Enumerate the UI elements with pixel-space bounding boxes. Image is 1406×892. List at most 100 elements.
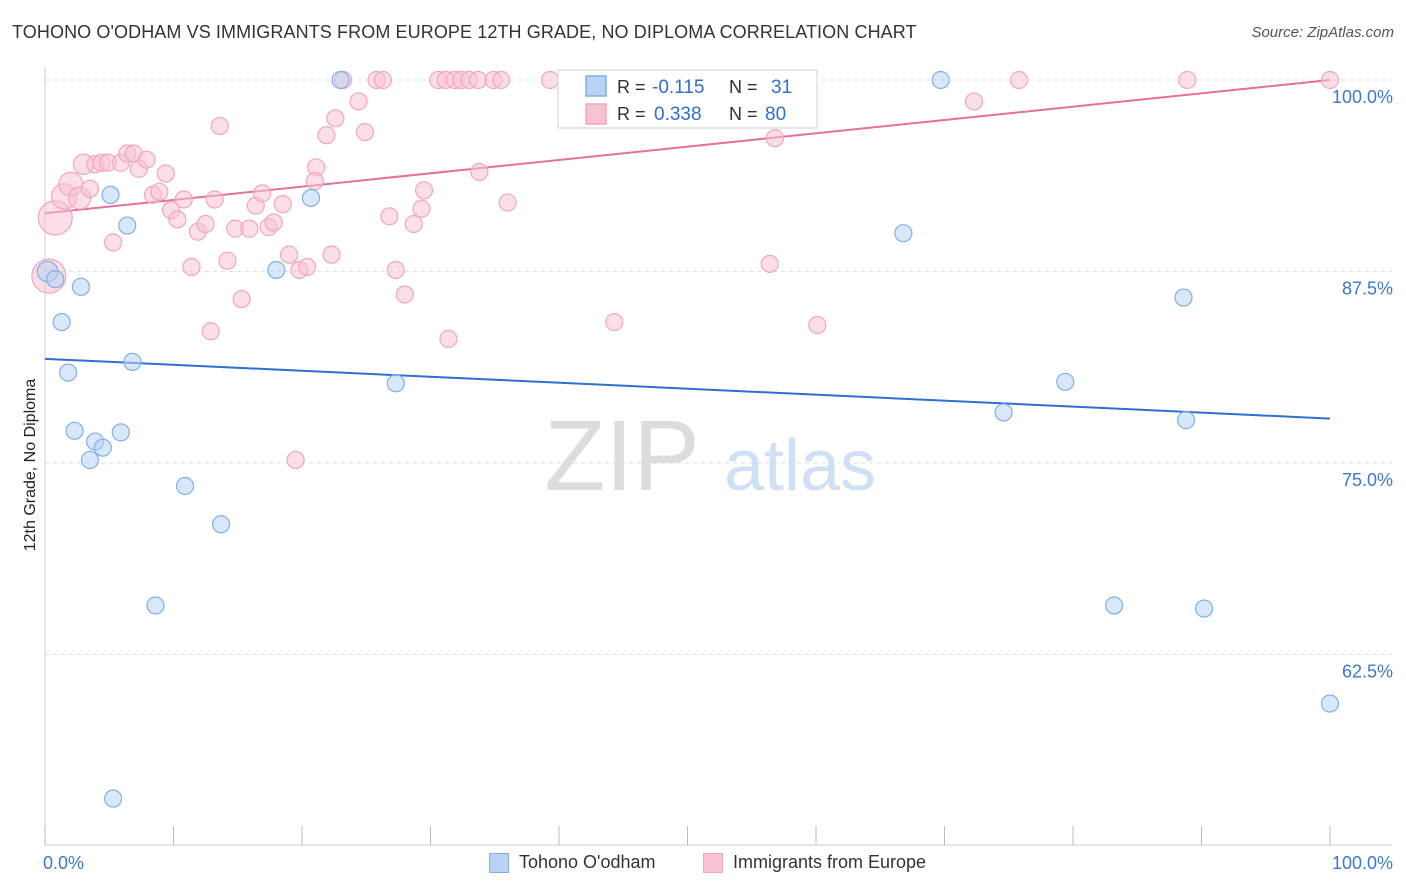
point-tohono — [1174, 288, 1193, 307]
point-europe — [218, 251, 237, 270]
point-europe — [468, 70, 488, 90]
point-europe — [349, 92, 368, 111]
legend-r-value-1: -0.115 — [652, 77, 704, 98]
point-europe — [210, 116, 229, 136]
point-europe — [1178, 70, 1197, 90]
point-tohono — [211, 515, 231, 534]
x-tick-label-max: 100.0% — [1332, 853, 1393, 873]
point-europe — [150, 182, 169, 201]
point-tohono — [386, 374, 405, 393]
point-europe — [156, 164, 175, 183]
point-europe — [373, 70, 393, 90]
point-tohono — [52, 312, 71, 332]
point-europe — [201, 322, 220, 341]
point-tohono — [1320, 694, 1340, 713]
bottom-legend: Tohono O'odham Immigrants from Europe — [0, 852, 1406, 878]
point-tohono — [123, 352, 142, 371]
legend-item-europe: Immigrants from Europe — [703, 852, 926, 873]
point-tohono — [894, 224, 913, 243]
point-europe — [182, 257, 201, 277]
legend-r-label-1: R = — [617, 77, 646, 97]
point-tohono — [931, 70, 950, 90]
legend-label-europe: Immigrants from Europe — [733, 852, 927, 872]
point-europe — [205, 190, 224, 209]
point-europe — [386, 260, 405, 280]
watermark-zip: ZIP — [544, 400, 700, 512]
point-tohono — [46, 270, 65, 289]
point-tohono — [59, 363, 78, 382]
point-europe — [395, 285, 414, 304]
point-tohono — [1194, 599, 1214, 618]
point-europe — [273, 194, 292, 214]
legend-n-value-2: 80 — [765, 104, 786, 125]
point-europe — [964, 92, 984, 111]
point-tohono — [80, 450, 100, 470]
point-tohono — [118, 216, 137, 235]
point-europe — [305, 172, 324, 191]
point-europe — [298, 257, 317, 277]
y-tick-label: 87.5% — [1342, 279, 1393, 299]
point-tohono — [104, 789, 123, 808]
point-europe — [322, 245, 341, 264]
point-europe — [286, 450, 305, 470]
point-europe — [280, 245, 299, 264]
legend-swatch-tohono — [585, 75, 607, 97]
stats-legend: R = -0.115 N = 31 R = 0.338 N = 80 — [557, 69, 818, 129]
point-europe — [439, 329, 458, 349]
legend-n-label-2: N = — [729, 104, 758, 124]
legend-swatch-europe-bottom — [703, 852, 723, 873]
source-credit: Source: ZipAtlas.com — [1251, 24, 1394, 41]
point-tohono — [101, 185, 120, 204]
point-europe — [253, 184, 272, 203]
point-europe — [355, 122, 375, 142]
point-europe — [498, 193, 517, 212]
legend-swatch-tohono-bottom — [489, 852, 509, 873]
point-europe — [104, 233, 123, 252]
point-tohono — [1176, 411, 1196, 430]
point-tohono — [71, 277, 91, 296]
point-europe — [80, 179, 100, 198]
point-europe — [232, 289, 251, 309]
point-europe — [317, 126, 336, 145]
point-europe — [760, 254, 779, 273]
point-europe — [174, 190, 193, 209]
point-europe — [168, 210, 187, 229]
point-tohono — [1056, 372, 1075, 391]
legend-n-value-1: 31 — [771, 77, 792, 98]
point-tohono — [1105, 596, 1124, 615]
point-europe — [264, 213, 283, 232]
y-tick-label: 75.0% — [1342, 470, 1393, 490]
point-europe — [414, 181, 434, 200]
legend-label-tohono: Tohono O'odham — [519, 852, 656, 872]
point-europe — [470, 162, 489, 182]
point-europe — [1009, 70, 1029, 90]
points-layer — [31, 70, 1340, 808]
point-tohono — [146, 596, 165, 615]
point-europe — [412, 199, 431, 218]
point-tohono — [93, 438, 112, 457]
y-tick-label: 62.5% — [1342, 662, 1393, 682]
legend-r-label-2: R = — [617, 104, 646, 124]
point-europe — [540, 70, 560, 90]
chart-title: TOHONO O'ODHAM VS IMMIGRANTS FROM EUROPE… — [12, 22, 917, 42]
point-europe — [240, 219, 259, 238]
legend-swatch-europe — [585, 103, 607, 125]
point-europe — [1320, 70, 1340, 90]
trend-layer — [44, 79, 1331, 420]
point-europe — [492, 70, 511, 90]
y-tick-label: 100.0% — [1332, 87, 1393, 107]
watermark-atlas: atlas — [724, 426, 876, 506]
point-europe — [196, 214, 215, 234]
point-europe — [326, 109, 345, 128]
legend-n-label-1: N = — [729, 77, 758, 97]
point-tohono — [331, 70, 350, 90]
point-europe — [380, 207, 399, 226]
point-europe — [605, 312, 624, 332]
point-tohono — [65, 421, 84, 440]
point-europe — [404, 214, 423, 234]
point-europe — [765, 129, 784, 148]
point-tohono — [994, 403, 1013, 422]
trend-line-tohono — [44, 357, 1331, 420]
legend-item-tohono: Tohono O'odham — [489, 852, 656, 873]
